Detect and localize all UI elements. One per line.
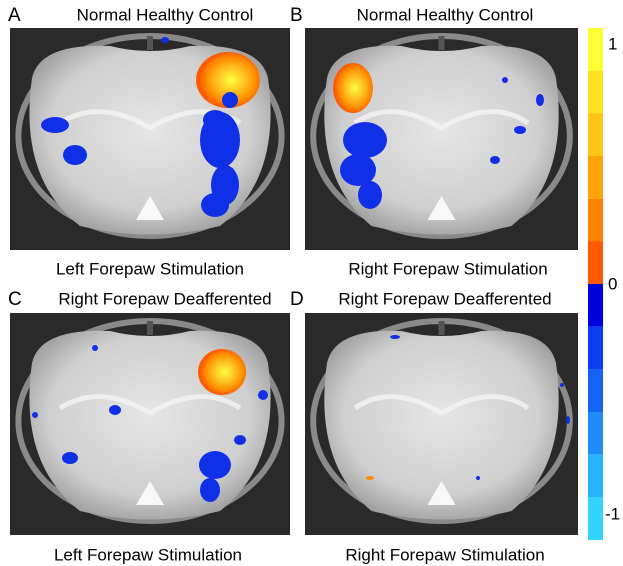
colorbar-segment <box>588 454 603 498</box>
panel-caption: Right Forepaw Stimulation <box>348 259 547 278</box>
panel: C Right Forepaw Deafferented Left Forepaw … <box>8 289 290 564</box>
colorbar-segment <box>588 70 603 114</box>
activation-positive <box>333 63 373 113</box>
activation-negative <box>258 390 268 400</box>
activation-negative <box>222 92 238 108</box>
activation-negative <box>203 110 227 130</box>
ventricle <box>427 481 456 505</box>
colorbar-segment <box>588 28 603 71</box>
panel-caption: Left Forepaw Stimulation <box>56 259 244 278</box>
panel-letter: B <box>290 5 303 26</box>
activation-negative <box>390 335 400 339</box>
activation-negative <box>63 145 87 165</box>
panel: B Normal Healthy Control Right Forepaw Sti… <box>290 5 578 278</box>
panel-letter: A <box>8 5 21 26</box>
ventricle <box>136 196 164 220</box>
panel-title: Right Forepaw Deafferented <box>338 289 551 308</box>
colorbar-segment <box>588 156 603 199</box>
activation-negative <box>566 416 570 424</box>
midline <box>147 36 153 50</box>
colorbar-segment <box>588 497 603 540</box>
panel: A Normal Healthy Control Left Forepaw Stim… <box>8 5 290 278</box>
colorbar-segment <box>588 369 603 412</box>
activation-positive <box>198 349 246 395</box>
colorbar-segment <box>588 412 603 455</box>
brain <box>324 45 559 235</box>
activation-negative <box>62 452 78 464</box>
activation-negative <box>92 345 98 351</box>
colorbar-tick-label: 0 <box>608 274 617 293</box>
activation-negative <box>476 476 480 480</box>
activation-negative <box>358 181 382 209</box>
colorbar-segment <box>588 113 603 156</box>
colorbar-segment <box>588 326 603 370</box>
panel-title: Right Forepaw Deafferented <box>58 289 271 308</box>
midline <box>147 321 153 335</box>
corpus-callosum <box>58 394 242 416</box>
activation-negative <box>514 126 526 134</box>
activation-negative <box>490 156 500 164</box>
activation-negative <box>201 193 229 217</box>
activation-negative <box>200 478 220 502</box>
colorbar-segment <box>588 198 603 242</box>
activation-negative <box>199 451 231 479</box>
colorbar-tick-label: 1 <box>608 34 617 53</box>
midline <box>438 36 445 50</box>
activation-negative <box>560 383 564 387</box>
ventricle <box>136 481 164 505</box>
activation-negative <box>32 412 38 418</box>
activation-negative <box>109 405 121 415</box>
brain <box>324 330 559 520</box>
activation-negative <box>343 122 387 158</box>
panel-letter: D <box>290 289 304 310</box>
panel-letter: C <box>8 289 22 310</box>
activation-negative <box>536 94 544 106</box>
colorbar-segment <box>588 284 603 327</box>
panel: D Right Forepaw Deafferented Right Forepaw… <box>290 289 578 564</box>
panel-caption: Right Forepaw Stimulation <box>345 545 544 564</box>
colorbar-tick-label: -1 <box>605 504 620 523</box>
corpus-callosum <box>353 394 530 416</box>
activation-negative <box>161 37 169 43</box>
corpus-callosum <box>353 109 530 131</box>
ventricle <box>427 196 456 220</box>
colorbar: 1 0 -1 <box>588 28 620 540</box>
panel-caption: Left Forepaw Stimulation <box>54 545 242 564</box>
activation-negative <box>340 154 376 186</box>
panel-title: Normal Healthy Control <box>77 5 254 24</box>
activation-positive <box>366 476 374 480</box>
colorbar-segment <box>588 241 603 284</box>
panel-title: Normal Healthy Control <box>357 5 534 24</box>
activation-negative <box>234 435 246 445</box>
midline <box>438 321 445 335</box>
activation-negative <box>502 77 508 83</box>
activation-positive <box>196 52 260 108</box>
activation-negative <box>41 117 69 133</box>
